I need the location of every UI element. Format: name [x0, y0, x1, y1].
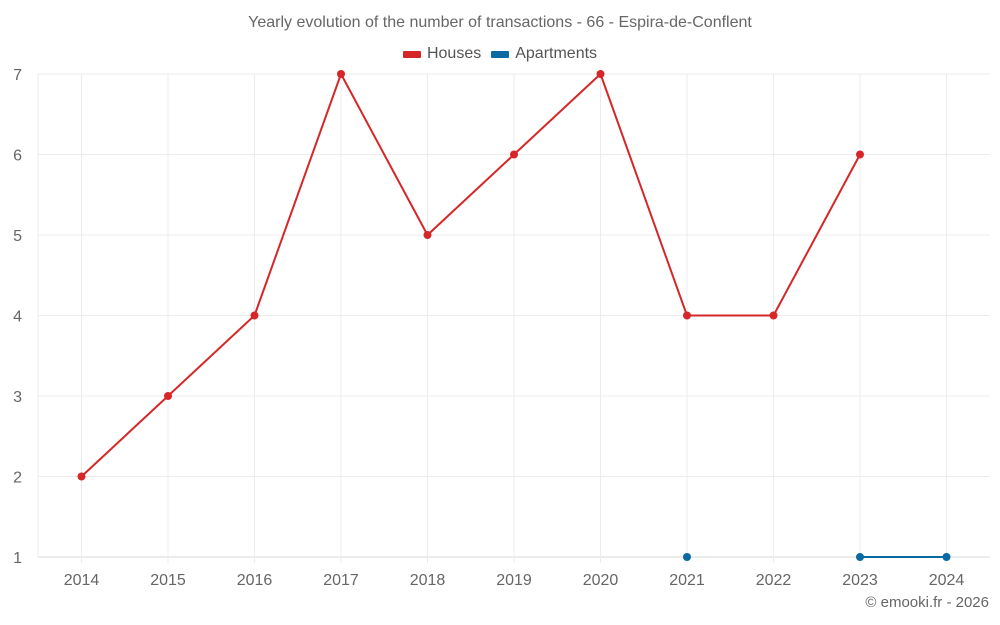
- x-tick-label: 2021: [669, 572, 705, 589]
- legend-item-apartments[interactable]: Apartments: [491, 45, 597, 63]
- legend-item-houses[interactable]: Houses: [402, 45, 482, 63]
- y-tick-label: 7: [13, 67, 22, 84]
- chart-title: Yearly evolution of the number of transa…: [248, 14, 752, 31]
- x-tick-label: 2023: [842, 572, 878, 589]
- houses-data-point[interactable]: [510, 150, 518, 159]
- houses-data-point[interactable]: [596, 70, 605, 78]
- x-tick-label: 2022: [756, 572, 792, 589]
- houses-data-point[interactable]: [77, 472, 86, 481]
- x-tick-label: 2017: [323, 572, 359, 589]
- legend: Houses Apartments: [0, 45, 1000, 63]
- y-tick-label: 5: [13, 228, 22, 245]
- houses-data-point[interactable]: [250, 311, 259, 320]
- x-tick-label: 2020: [583, 572, 619, 589]
- x-tick-label: 2018: [410, 572, 446, 589]
- x-tick-label: 2016: [237, 572, 273, 589]
- y-tick-label: 1: [13, 550, 22, 567]
- houses-line: [80, 73, 861, 478]
- apartments-swatch-icon: [491, 50, 510, 58]
- houses-data-point[interactable]: [683, 311, 691, 320]
- houses-data-point[interactable]: [423, 231, 432, 239]
- houses-data-point[interactable]: [164, 392, 172, 400]
- y-tick-label: 3: [13, 389, 22, 406]
- apartments-data-point[interactable]: [942, 553, 951, 561]
- y-tick-label: 4: [13, 309, 22, 326]
- y-tick-label: 6: [13, 148, 22, 165]
- houses-data-point[interactable]: [769, 311, 778, 320]
- legend-label-houses: Houses: [426, 45, 482, 62]
- x-tick-label: 2019: [496, 572, 532, 589]
- apartments-data-point[interactable]: [856, 553, 864, 561]
- x-tick-label: 2015: [150, 572, 186, 589]
- credit-text: © emooki.fr - 2026: [865, 594, 989, 611]
- apartments-data-point[interactable]: [683, 553, 691, 561]
- houses-data-point[interactable]: [856, 150, 864, 159]
- x-tick-label: 2014: [64, 572, 100, 589]
- houses-swatch-icon: [402, 50, 421, 58]
- x-tick-label: 2024: [929, 572, 965, 589]
- legend-label-apartments: Apartments: [515, 45, 598, 62]
- houses-data-point[interactable]: [337, 70, 345, 78]
- y-tick-label: 2: [13, 470, 22, 487]
